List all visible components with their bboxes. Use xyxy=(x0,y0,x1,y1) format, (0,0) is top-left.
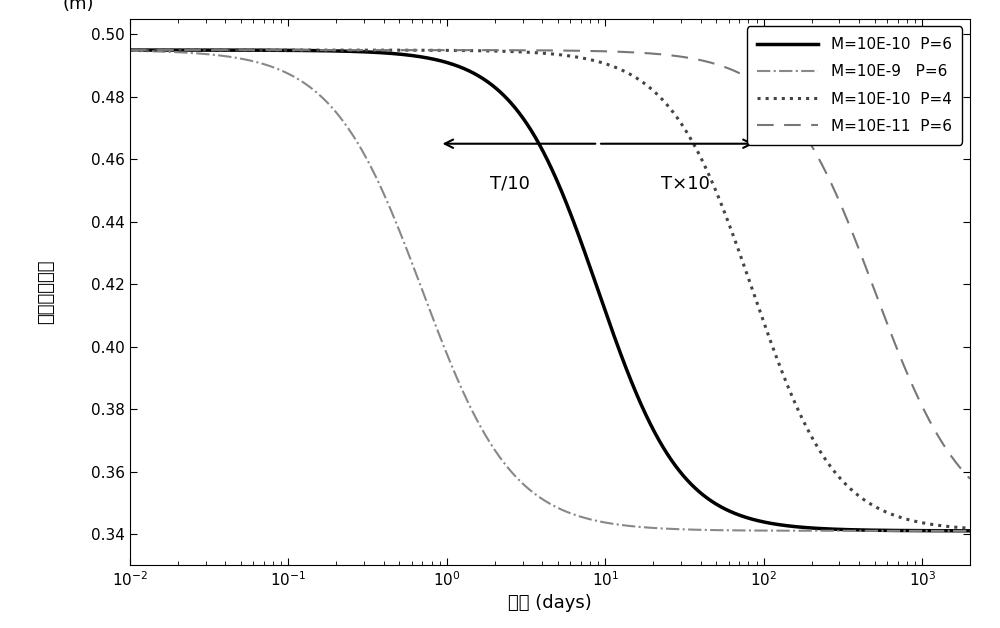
M=10E-11  P=6 xyxy=(220,46,232,54)
Legend: M=10E-10  P=6, M=10E-9   P=6, M=10E-10  P=4, M=10E-11  P=6: M=10E-10 P=6, M=10E-9 P=6, M=10E-10 P=4,… xyxy=(747,26,962,144)
M=10E-10  P=4 xyxy=(270,46,282,54)
M=10E-9   P=6 xyxy=(947,527,959,534)
Text: T/10: T/10 xyxy=(490,175,530,193)
M=10E-10  P=6 xyxy=(446,60,458,68)
M=10E-10  P=4 xyxy=(857,495,869,503)
M=10E-10  P=4 xyxy=(964,524,976,532)
M=10E-10  P=6 xyxy=(124,46,136,54)
Line: M=10E-10  P=6: M=10E-10 P=6 xyxy=(130,50,970,531)
M=10E-11  P=6 xyxy=(270,46,282,54)
M=10E-9   P=6 xyxy=(220,53,232,60)
M=10E-10  P=4 xyxy=(220,46,232,54)
M=10E-10  P=4 xyxy=(124,46,136,54)
M=10E-9   P=6 xyxy=(446,363,458,371)
Text: (m): (m) xyxy=(63,0,94,13)
M=10E-10  P=6 xyxy=(857,526,869,534)
M=10E-11  P=6 xyxy=(964,475,976,482)
M=10E-9   P=6 xyxy=(124,47,136,55)
M=10E-9   P=6 xyxy=(857,527,869,534)
Text: T×10: T×10 xyxy=(661,175,710,193)
M=10E-10  P=6 xyxy=(483,78,495,86)
M=10E-9   P=6 xyxy=(270,65,282,72)
X-axis label: 时间 (days): 时间 (days) xyxy=(508,594,592,612)
Line: M=10E-11  P=6: M=10E-11 P=6 xyxy=(130,50,970,479)
M=10E-11  P=6 xyxy=(446,46,458,54)
M=10E-9   P=6 xyxy=(483,436,495,444)
M=10E-10  P=4 xyxy=(483,47,495,55)
M=10E-10  P=6 xyxy=(270,46,282,54)
M=10E-10  P=6 xyxy=(947,527,959,534)
M=10E-11  P=6 xyxy=(124,46,136,54)
Line: M=10E-10  P=4: M=10E-10 P=4 xyxy=(130,50,970,528)
M=10E-10  P=4 xyxy=(446,46,458,54)
M=10E-11  P=6 xyxy=(947,455,959,463)
M=10E-10  P=6 xyxy=(220,46,232,54)
M=10E-11  P=6 xyxy=(483,46,495,54)
Line: M=10E-9   P=6: M=10E-9 P=6 xyxy=(130,51,970,531)
M=10E-9   P=6 xyxy=(964,527,976,534)
M=10E-10  P=6 xyxy=(964,527,976,534)
Text: 水沙界面高度: 水沙界面高度 xyxy=(37,260,55,324)
M=10E-10  P=4 xyxy=(947,523,959,531)
M=10E-11  P=6 xyxy=(857,256,869,264)
